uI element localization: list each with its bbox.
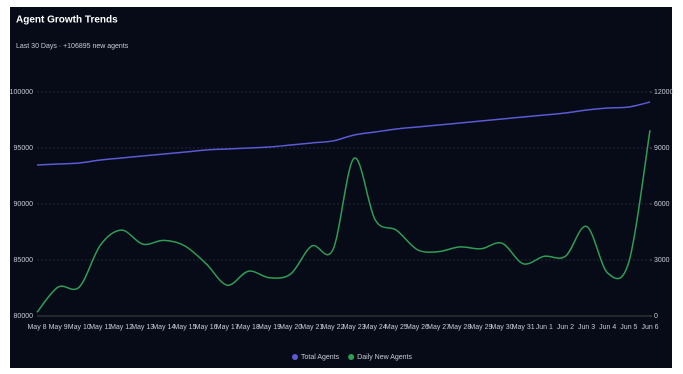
panel — [10, 7, 672, 368]
x-tick-label: May 19 — [258, 324, 281, 331]
x-tick-label: May 13 — [131, 324, 154, 331]
x-tick-label: May 12 — [110, 324, 133, 331]
x-tick-label: May 14 — [152, 324, 175, 331]
x-tick-label: May 16 — [195, 324, 218, 331]
y-tick-label: 80000 — [14, 313, 34, 320]
x-tick-label: May 11 — [89, 324, 112, 331]
y2-tick-label: 12000 — [654, 89, 674, 96]
series-line — [36, 130, 651, 313]
x-tick-label: May 10 — [68, 324, 91, 331]
chart-subtitle: Last 30 Days · +106895 new agents — [16, 43, 129, 50]
y-tick-label: 90000 — [14, 201, 34, 208]
x-tick-label: Jun 1 — [536, 324, 553, 331]
legend-marker — [348, 354, 355, 360]
x-tick-label: Jun 4 — [599, 324, 616, 331]
x-tick-label: May 8 — [27, 324, 46, 331]
x-tick-label: May 31 — [512, 324, 535, 331]
x-tick-label: May 21 — [300, 324, 323, 331]
chart-title: Agent Growth Trends — [16, 15, 118, 26]
x-tick-label: May 28 — [448, 324, 471, 331]
y2-tick-label: 9000 — [654, 145, 670, 152]
x-tick-label: May 23 — [343, 324, 366, 331]
x-tick-label: May 18 — [237, 324, 260, 331]
y-tick-label: 85000 — [14, 257, 34, 264]
x-tick-label: May 24 — [364, 324, 387, 331]
x-tick-label: May 22 — [321, 324, 344, 331]
legend-marker — [292, 354, 298, 360]
x-tick-label: Jun 5 — [620, 324, 637, 331]
series-line — [36, 101, 651, 166]
legend-label: Total Agents — [301, 354, 340, 361]
legend-label: Daily New Agents — [357, 354, 412, 361]
x-tick-label: May 20 — [279, 324, 302, 331]
x-tick-label: May 26 — [406, 324, 429, 331]
x-tick-label: May 29 — [469, 324, 492, 331]
y2-tick-label: 6000 — [654, 201, 670, 208]
x-tick-label: May 27 — [427, 324, 450, 331]
x-tick-label: Jun 3 — [578, 324, 595, 331]
y2-tick-label: 0 — [654, 313, 658, 320]
x-tick-label: Jun 2 — [557, 324, 574, 331]
x-tick-label: May 30 — [491, 324, 514, 331]
x-tick-label: May 15 — [173, 324, 196, 331]
x-tick-label: Jun 6 — [641, 324, 658, 331]
y2-tick-label: 3000 — [654, 257, 670, 264]
y-tick-label: 95000 — [14, 145, 34, 152]
x-tick-label: May 25 — [385, 324, 408, 331]
x-tick-label: May 17 — [216, 324, 239, 331]
y-tick-label: 100000 — [10, 89, 33, 96]
x-tick-label: May 9 — [49, 324, 68, 331]
